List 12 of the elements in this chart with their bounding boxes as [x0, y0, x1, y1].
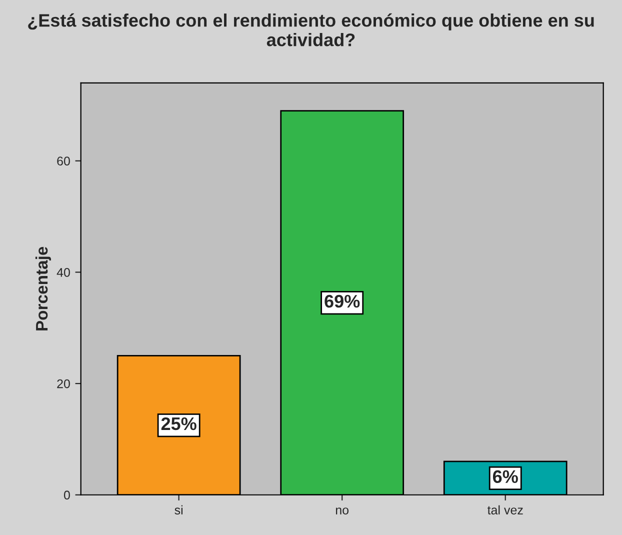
y-tick-label: 60 — [57, 156, 70, 166]
data-label: 25% — [161, 417, 196, 430]
x-tick-label: tal vez — [488, 505, 523, 514]
data-label: 6% — [492, 470, 518, 484]
x-tick-label: si — [174, 505, 182, 514]
y-tick-label: 0 — [64, 490, 70, 500]
x-tick-label: no — [336, 508, 349, 514]
y-axis-title: Porcentaje — [35, 246, 51, 330]
y-tick-label: 40 — [56, 268, 70, 277]
y-tick-label: 20 — [57, 379, 70, 388]
chart-title: ¿Está satisfecho con el rendimiento económico que obtiene en su actividad? — [28, 13, 594, 46]
data-label: 69% — [324, 294, 360, 308]
